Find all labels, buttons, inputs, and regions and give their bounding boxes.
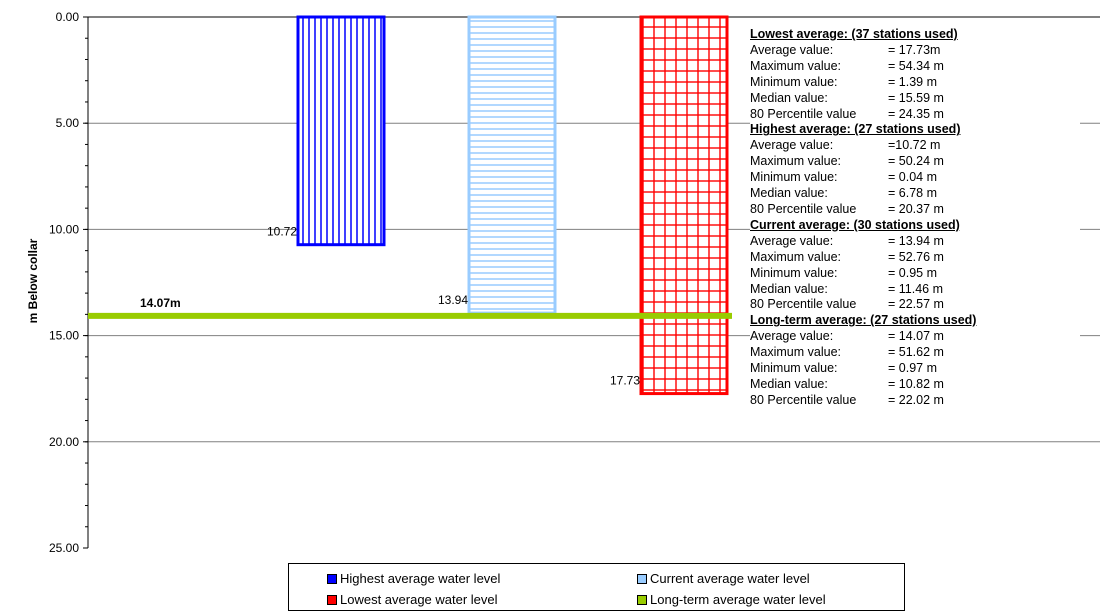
- y-tick-label: 25.00: [49, 541, 79, 555]
- stats-label: Maximum value:: [750, 249, 841, 264]
- stats-label: Median value:: [750, 281, 828, 296]
- legend-swatch-current: [637, 573, 647, 584]
- stats-label: Maximum value:: [750, 154, 841, 169]
- stats-value: = 24.35 m: [888, 106, 944, 121]
- stats-value: = 0.04 m: [888, 170, 937, 185]
- legend-item-long-term: Long-term average water level: [637, 592, 826, 607]
- legend-swatch-lowest: [327, 594, 337, 605]
- stats-value: = 15.59 m: [888, 90, 944, 105]
- legend-label-highest: Highest average water level: [340, 571, 501, 586]
- stats-value: = 17.73m: [888, 42, 941, 57]
- stats-value: =10.72 m: [888, 138, 941, 153]
- y-axis: 0.00 5.00 10.00 15.00 20.00 25.00: [49, 10, 1100, 555]
- legend-item-current: Current average water level: [637, 571, 810, 586]
- stats-row: 80 Percentile value = 22.02 m: [750, 393, 1080, 409]
- stats-row: Average value: = 13.94 m: [750, 234, 1080, 250]
- legend-swatch-highest: [327, 573, 337, 584]
- stats-row: 80 Percentile value = 24.35 m: [750, 107, 1080, 123]
- stats-row: Average value: =10.72 m: [750, 138, 1080, 154]
- stats-label: Average value:: [750, 138, 834, 153]
- stats-value: = 6.78 m: [888, 186, 937, 201]
- stats-heading: Long-term average: (27 stations used): [750, 313, 977, 328]
- stats-value: = 50.24 m: [888, 154, 944, 169]
- reference-line-label: 14.07m: [140, 296, 181, 310]
- stats-label: Average value:: [750, 233, 834, 248]
- bar-data-label: 17.73: [610, 374, 640, 388]
- y-tick-label: 10.00: [49, 222, 79, 236]
- stats-label: Minimum value:: [750, 74, 838, 89]
- data-labels: 10.72 13.94 17.73 14.07m: [140, 225, 640, 388]
- stats-heading: Highest average: (27 stations used): [750, 122, 961, 137]
- stats-label: 80 Percentile value: [750, 297, 857, 312]
- stats-heading: Lowest average: (37 stations used): [750, 27, 958, 41]
- stats-value: = 13.94 m: [888, 233, 944, 248]
- stats-value: = 11.46 m: [888, 281, 944, 296]
- stats-value: = 54.34 m: [888, 58, 944, 73]
- legend-label-long-term: Long-term average water level: [650, 592, 826, 607]
- bar-data-label: 10.72: [267, 225, 297, 239]
- stats-row: Minimum value: = 0.04 m: [750, 170, 1080, 186]
- stats-label: Maximum value:: [750, 58, 841, 73]
- stats-value: = 1.39 m: [888, 74, 937, 89]
- stats-row: Average value: = 17.73m: [750, 43, 1080, 59]
- stats-row: Median value: = 15.59 m: [750, 91, 1080, 107]
- y-tick-label: 5.00: [56, 116, 80, 130]
- stats-row: Minimum value: = 0.95 m: [750, 266, 1080, 282]
- stats-value: = 10.82 m: [888, 376, 944, 391]
- stats-row: Maximum value: = 50.24 m: [750, 154, 1080, 170]
- y-axis-label: m Below collar: [26, 238, 40, 323]
- stats-row: Median value: = 10.82 m: [750, 377, 1080, 393]
- stats-heading: Current average: (30 stations used): [750, 217, 960, 232]
- chart-legend: Highest average water level Current aver…: [288, 563, 905, 611]
- stats-label: Median value:: [750, 90, 828, 105]
- statistics-panel: Lowest average: (37 stations used) Averag…: [750, 27, 1080, 409]
- bar-3: [639, 15, 729, 396]
- y-tick-label: 0.00: [56, 10, 80, 24]
- bar-2: [467, 15, 557, 315]
- stats-value: = 52.76 m: [888, 249, 944, 264]
- bar-data-label: 13.94: [438, 293, 468, 307]
- bar-1: [296, 15, 386, 247]
- stats-label: Minimum value:: [750, 265, 838, 280]
- stats-row: Maximum value: = 51.62 m: [750, 345, 1080, 361]
- stats-row: Maximum value: = 54.34 m: [750, 59, 1080, 75]
- stats-label: 80 Percentile value: [750, 201, 857, 216]
- legend-label-lowest: Lowest average water level: [340, 592, 498, 607]
- stats-value: = 22.57 m: [888, 297, 944, 312]
- stats-row: Minimum value: = 1.39 m: [750, 75, 1080, 91]
- stats-label: Median value:: [750, 376, 828, 391]
- stats-value: = 20.37 m: [888, 201, 944, 216]
- stats-row: Minimum value: = 0.97 m: [750, 361, 1080, 377]
- stats-label: Minimum value:: [750, 361, 838, 376]
- stats-label: 80 Percentile value: [750, 106, 857, 121]
- stats-row: Average value: = 14.07 m: [750, 329, 1080, 345]
- stats-label: Average value:: [750, 329, 834, 344]
- legend-item-lowest: Lowest average water level: [327, 592, 498, 607]
- y-tick-label: 15.00: [49, 329, 79, 343]
- stats-value: = 14.07 m: [888, 329, 944, 344]
- legend-label-current: Current average water level: [650, 571, 810, 586]
- stats-value: = 0.97 m: [888, 361, 937, 376]
- stats-label: Maximum value:: [750, 345, 841, 360]
- stats-row: 80 Percentile value = 22.57 m: [750, 297, 1080, 313]
- legend-swatch-long-term: [637, 594, 647, 605]
- stats-row: Maximum value: = 52.76 m: [750, 250, 1080, 266]
- stats-value: = 0.95 m: [888, 265, 937, 280]
- stats-row: 80 Percentile value = 20.37 m: [750, 202, 1080, 218]
- y-tick-label: 20.00: [49, 435, 79, 449]
- stats-row: Median value: = 6.78 m: [750, 186, 1080, 202]
- legend-item-highest: Highest average water level: [327, 571, 500, 586]
- stats-label: Minimum value:: [750, 170, 838, 185]
- bars: [296, 15, 729, 396]
- stats-row: Median value: = 11.46 m: [750, 282, 1080, 298]
- stats-label: Median value:: [750, 186, 828, 201]
- stats-label: 80 Percentile value: [750, 392, 857, 407]
- stats-label: Average value:: [750, 42, 834, 57]
- stats-value: = 22.02 m: [888, 392, 944, 407]
- stats-value: = 51.62 m: [888, 345, 944, 360]
